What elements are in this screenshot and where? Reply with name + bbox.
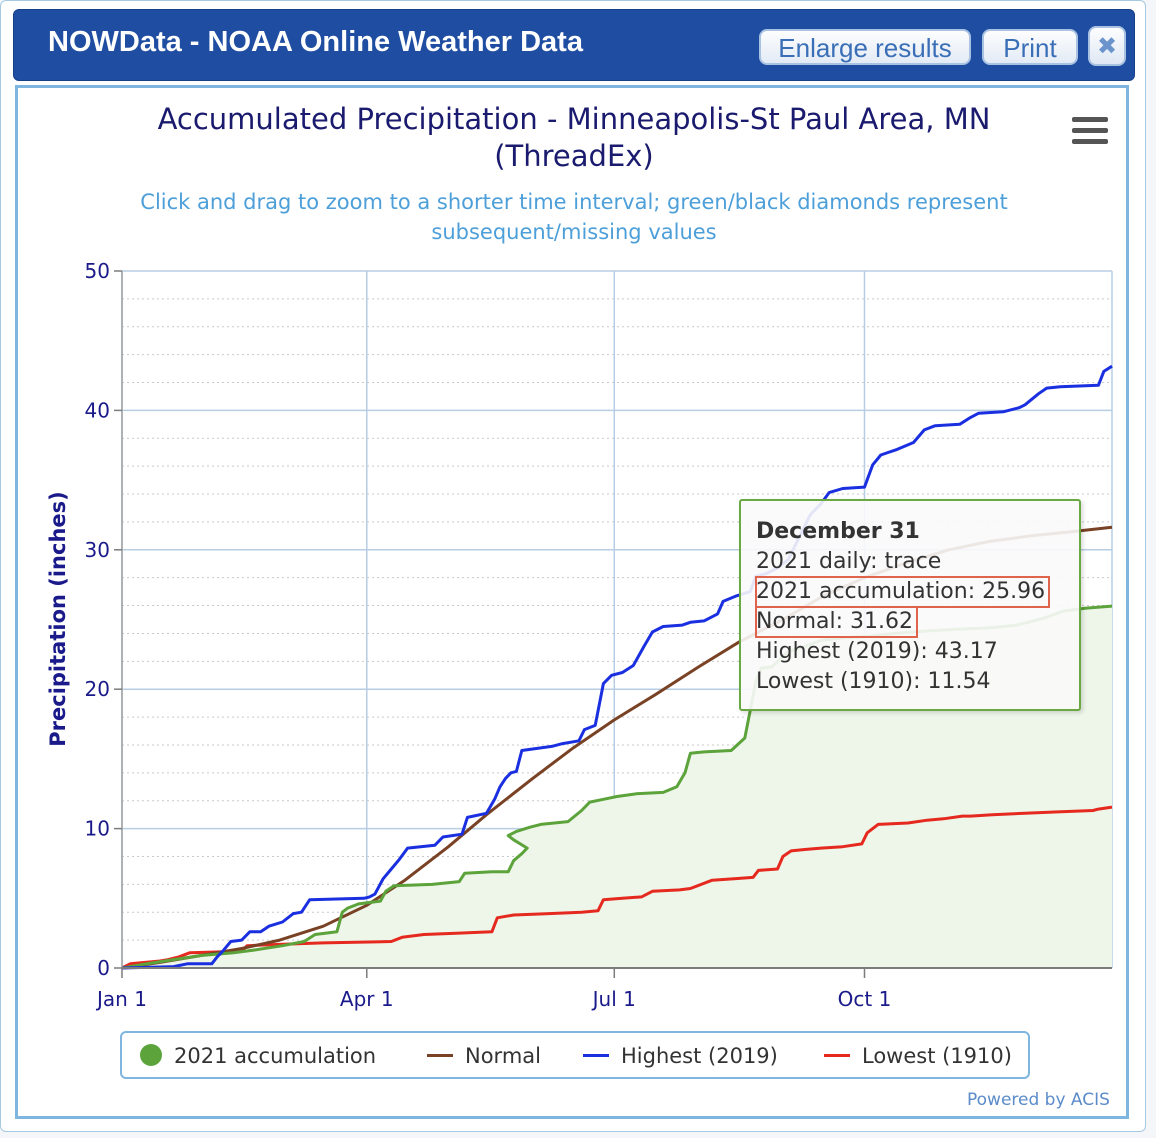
legend-label: 2021 accumulation: [174, 1044, 377, 1068]
print-button[interactable]: Print: [982, 29, 1078, 65]
tooltip-date: December 31: [756, 519, 920, 544]
chart-tooltip: December 31 2021 daily: trace 2021 accum…: [739, 499, 1081, 711]
chart-legend: 2021 accumulation Normal Highest (2019) …: [120, 1031, 1030, 1079]
credits-link[interactable]: Powered by ACIS: [967, 1090, 1110, 1110]
x-tick-label: Apr 1: [340, 987, 394, 1011]
x-tick-label: Jan 1: [95, 987, 147, 1011]
y-tick-label: 30: [85, 538, 110, 562]
legend-item-accumulation[interactable]: 2021 accumulation: [140, 1044, 376, 1068]
chart-axes: 0 10 20 30 40 50 Jan 1 Apr 1 Jul 1 Oct 1: [85, 259, 1112, 1011]
x-tick-label: Jul 1: [591, 987, 636, 1011]
y-tick-label: 40: [85, 398, 110, 422]
enlarge-results-button[interactable]: Enlarge results: [759, 29, 971, 65]
dialog-titlebar[interactable]: NOWData - NOAA Online Weather Data Enlar…: [13, 9, 1135, 81]
tooltip-highest: Highest (2019): 43.17: [756, 639, 998, 664]
y-tick-label: 10: [85, 817, 110, 841]
y-tick-label: 20: [85, 677, 110, 701]
legend-line-icon: [427, 1054, 453, 1057]
tooltip-accumulation: 2021 accumulation: 25.96: [754, 576, 1051, 608]
legend-line-icon: [824, 1054, 850, 1057]
dialog-title: NOWData - NOAA Online Weather Data: [48, 26, 583, 58]
chart-title: Accumulated Precipitation - Minneapolis-…: [158, 102, 991, 136]
legend-label: Lowest (1910): [862, 1044, 1012, 1068]
tooltip-lowest: Lowest (1910): 11.54: [756, 669, 991, 694]
chart-title-line2: (ThreadEx): [494, 139, 654, 173]
tooltip-daily: 2021 daily: trace: [756, 549, 942, 574]
chart-subtitle: Click and drag to zoom to a shorter time…: [140, 190, 1007, 214]
tooltip-normal: Normal: 31.62: [755, 606, 918, 638]
legend-label: Highest (2019): [621, 1044, 778, 1068]
legend-item-lowest[interactable]: Lowest (1910): [824, 1044, 1012, 1068]
y-tick-label: 50: [85, 259, 110, 283]
legend-item-highest[interactable]: Highest (2019): [583, 1044, 778, 1068]
legend-label: Normal: [465, 1044, 541, 1068]
legend-dot-icon: [140, 1044, 162, 1066]
y-axis-label: Precipitation (inches): [46, 491, 70, 747]
menu-icon[interactable]: [1072, 117, 1108, 145]
y-tick-label: 0: [97, 956, 110, 980]
close-icon[interactable]: ✖: [1088, 26, 1126, 66]
legend-line-icon: [583, 1054, 609, 1057]
x-tick-label: Oct 1: [838, 987, 892, 1011]
series-line-highest: [121, 364, 1113, 970]
chart-subtitle-line2: subsequent/missing values: [431, 220, 716, 244]
legend-item-normal[interactable]: Normal: [427, 1044, 541, 1068]
